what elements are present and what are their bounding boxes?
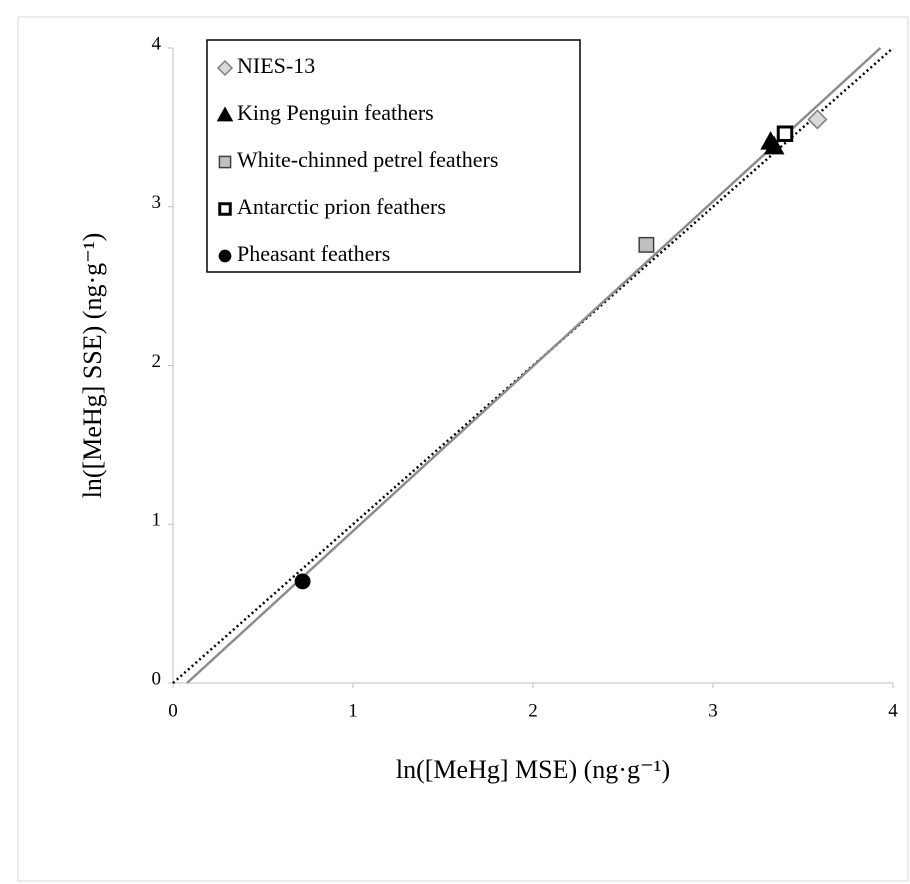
y-axis-title: ln([MeHg] SSE) (ng·g⁻¹): [78, 233, 107, 499]
legend-marker: [216, 106, 234, 122]
point: [763, 135, 785, 155]
y-tick-label: 3: [152, 192, 162, 213]
legend-label: Pheasant feathers: [237, 241, 390, 266]
x-tick-label: 1: [348, 700, 358, 721]
x-tick-label: 4: [888, 700, 898, 721]
legend-marker: [218, 155, 232, 169]
y-tick-label: 0: [152, 668, 162, 689]
x-tick-label: 2: [528, 700, 538, 721]
x-tick-label: 3: [708, 700, 718, 721]
legend-marker: [218, 202, 232, 216]
point: [776, 125, 794, 142]
y-tick-label: 1: [152, 510, 162, 531]
legend-label: Antarctic prion feathers: [237, 194, 446, 219]
legend-label: King Penguin feathers: [237, 100, 434, 125]
legend-label: NIES-13: [237, 53, 315, 78]
legend-box: [206, 39, 581, 273]
x-tick-label: 0: [168, 700, 178, 721]
legend-marker: [216, 59, 234, 77]
point: [807, 109, 828, 130]
y-tick-label: 2: [152, 351, 162, 372]
point: [638, 236, 655, 253]
y-tick-label: 4: [152, 33, 162, 54]
legend-label: White-chinned petrel feathers: [237, 147, 498, 172]
x-axis-title: ln([MeHg] MSE) (ng·g⁻¹): [396, 755, 670, 784]
legend-marker: [218, 249, 232, 263]
point: [294, 573, 311, 590]
